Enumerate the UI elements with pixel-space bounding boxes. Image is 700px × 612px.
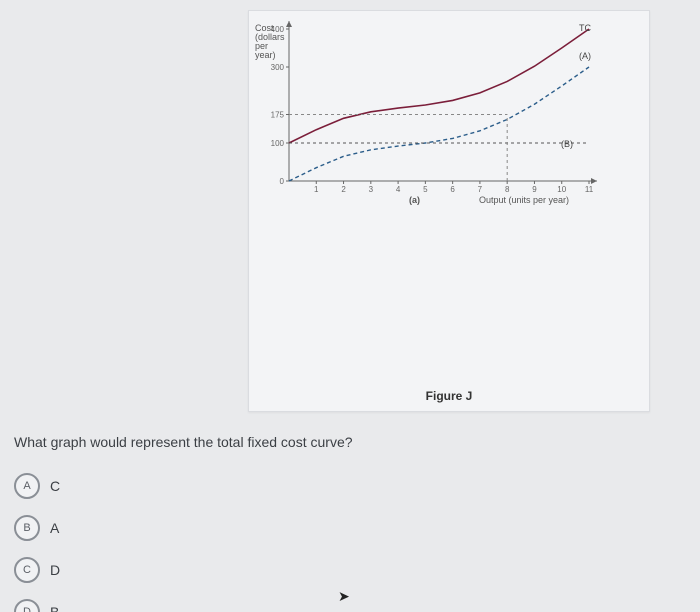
option-B[interactable]: BA xyxy=(14,510,674,546)
svg-text:0: 0 xyxy=(280,177,285,186)
svg-text:11: 11 xyxy=(585,185,594,194)
question-text: What graph would represent the total fix… xyxy=(14,434,674,450)
svg-text:Output (units per year): Output (units per year) xyxy=(479,195,569,205)
option-A[interactable]: AC xyxy=(14,468,674,504)
cursor-icon: ➤ xyxy=(338,588,350,605)
svg-text:(B): (B) xyxy=(561,139,573,149)
svg-text:300: 300 xyxy=(271,63,285,72)
svg-text:8: 8 xyxy=(505,185,510,194)
option-label: D xyxy=(50,562,60,578)
cost-curves-chart: 01001753004001234567891011Cost(dollarspe… xyxy=(249,11,649,411)
question-block: What graph would represent the total fix… xyxy=(14,434,674,612)
option-C[interactable]: CD xyxy=(14,552,674,588)
svg-text:7: 7 xyxy=(478,185,483,194)
svg-text:100: 100 xyxy=(271,139,285,148)
svg-text:3: 3 xyxy=(369,185,374,194)
svg-text:TC: TC xyxy=(579,23,591,33)
svg-text:(a): (a) xyxy=(409,195,420,205)
svg-text:6: 6 xyxy=(450,185,455,194)
option-bubble: A xyxy=(14,473,40,499)
figure-caption: Figure J xyxy=(249,389,649,403)
svg-text:10: 10 xyxy=(557,185,566,194)
svg-text:175: 175 xyxy=(271,111,285,120)
svg-text:5: 5 xyxy=(423,185,428,194)
svg-text:4: 4 xyxy=(396,185,401,194)
svg-text:9: 9 xyxy=(532,185,537,194)
figure-panel: 01001753004001234567891011Cost(dollarspe… xyxy=(248,10,650,412)
option-label: C xyxy=(50,478,60,494)
option-label: B xyxy=(50,604,59,612)
option-label: A xyxy=(50,520,59,536)
svg-text:1: 1 xyxy=(314,185,319,194)
option-bubble: D xyxy=(14,599,40,612)
svg-text:(A): (A) xyxy=(579,51,591,61)
svg-text:2: 2 xyxy=(341,185,346,194)
option-bubble: C xyxy=(14,557,40,583)
svg-text:year): year) xyxy=(255,50,276,60)
option-bubble: B xyxy=(14,515,40,541)
